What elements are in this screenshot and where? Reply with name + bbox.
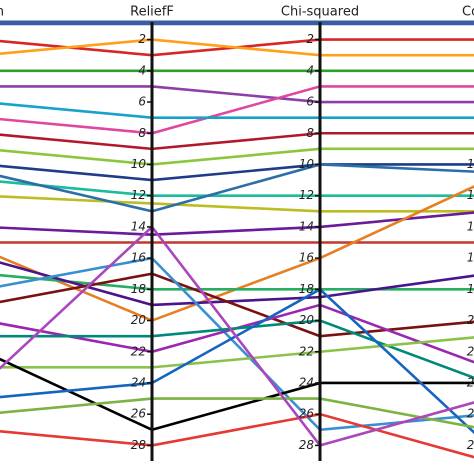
tick-label: 8	[138, 126, 146, 140]
tick-label: 28	[467, 438, 474, 452]
series-line	[0, 336, 474, 369]
series-line	[0, 195, 474, 213]
tick-label: 16	[467, 251, 474, 265]
tick-label: 16	[299, 251, 315, 265]
series-line	[0, 224, 474, 447]
tick-label: 6	[306, 95, 314, 109]
tick-label: 22	[131, 344, 146, 358]
series-line	[0, 185, 474, 322]
tick-label: 14	[131, 219, 146, 233]
tick-label: 2	[138, 32, 146, 46]
series-line	[0, 412, 474, 459]
tick-label: 20	[467, 313, 474, 327]
tick-label: 14	[467, 219, 474, 233]
tick-label: 26	[467, 407, 474, 421]
tick-label: 24	[467, 375, 474, 389]
series-line	[0, 163, 474, 213]
tick-label: 20	[299, 313, 315, 327]
tick-label: 8	[306, 126, 314, 140]
tick-label: 28	[131, 438, 147, 452]
tick-label: 10	[299, 157, 315, 171]
tick-label: 26	[131, 407, 147, 421]
tick-label: 4	[138, 63, 146, 77]
series-line	[0, 131, 474, 151]
tick-label: 20	[131, 313, 147, 327]
tick-label: 6	[138, 95, 146, 109]
tick-label: 16	[131, 251, 147, 265]
tick-label: 18	[299, 282, 315, 296]
tick-label: 12	[131, 188, 146, 202]
tick-label: 10	[467, 157, 474, 171]
tick-label: 18	[467, 282, 474, 296]
tick-label: 12	[467, 188, 474, 202]
tick-label: 4	[306, 63, 314, 77]
tick-label: 14	[299, 219, 314, 233]
tick-label: 12	[299, 188, 314, 202]
axis-label: Co	[462, 5, 474, 20]
axis-label: m	[0, 5, 4, 20]
series-line	[0, 85, 474, 135]
tick-label: 26	[299, 407, 315, 421]
series-line	[0, 261, 474, 307]
tick-label: 10	[131, 157, 147, 171]
tick-label: 24	[131, 375, 146, 389]
tick-label: 22	[299, 344, 314, 358]
tick-label: 22	[467, 344, 474, 358]
series-line	[0, 85, 474, 104]
series-line	[0, 102, 474, 119]
series-line	[0, 397, 474, 429]
axis-label: Chi-squared	[281, 5, 359, 20]
series-line	[0, 147, 474, 166]
series-line	[0, 319, 474, 380]
tick-label: 18	[131, 282, 147, 296]
series-line	[0, 180, 474, 197]
series-line	[0, 38, 474, 57]
series-line	[0, 272, 474, 338]
tick-label: 2	[306, 32, 314, 46]
series-line	[0, 163, 474, 182]
series-line	[0, 211, 474, 236]
tick-label: 24	[299, 375, 314, 389]
tick-label: 28	[299, 438, 315, 452]
axis-label: ReliefF	[130, 5, 174, 20]
